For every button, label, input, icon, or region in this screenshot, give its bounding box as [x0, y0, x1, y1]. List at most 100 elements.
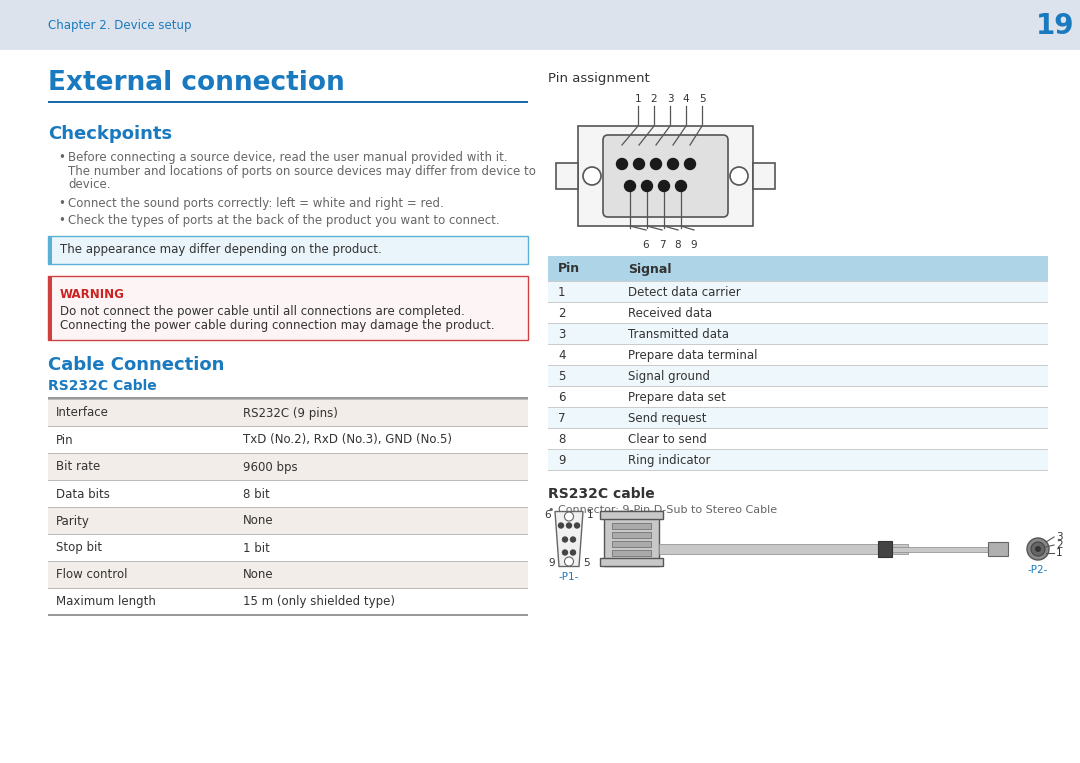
Bar [988, 542, 1008, 556]
Text: -P1-: -P1- [558, 572, 579, 582]
Bar [578, 126, 753, 226]
Bar [600, 511, 663, 519]
Bar [548, 256, 1048, 282]
Text: 9: 9 [549, 558, 555, 568]
Text: The number and locations of ports on source devices may differ from device to: The number and locations of ports on sou… [68, 165, 536, 178]
Bar [548, 429, 1048, 450]
Text: Pin assignment: Pin assignment [548, 72, 650, 85]
Bar [878, 541, 892, 557]
Text: 15 m (only shielded type): 15 m (only shielded type) [243, 595, 395, 609]
Text: Before connecting a source device, read the user manual provided with it.: Before connecting a source device, read … [68, 151, 508, 164]
Text: 2: 2 [558, 307, 566, 320]
Text: WARNING: WARNING [60, 288, 125, 301]
Text: device.: device. [68, 178, 110, 191]
Bar [548, 366, 1048, 387]
Bar [604, 511, 659, 566]
Bar [612, 550, 651, 556]
Circle shape [642, 181, 652, 192]
Text: RS232C Cable: RS232C Cable [48, 379, 157, 394]
Bar [48, 535, 528, 562]
Text: None: None [243, 514, 273, 527]
Polygon shape [555, 511, 583, 566]
Text: The appearance may differ depending on the product.: The appearance may differ depending on t… [60, 243, 381, 256]
Bar [48, 399, 528, 400]
Bar [48, 452, 528, 453]
Text: 1: 1 [635, 94, 642, 104]
Circle shape [650, 159, 661, 169]
Bar [48, 480, 528, 481]
Circle shape [1027, 538, 1049, 560]
Bar [548, 303, 1048, 324]
Text: Received data: Received data [627, 307, 712, 320]
Text: External connection: External connection [48, 70, 345, 96]
Text: Data bits: Data bits [56, 488, 110, 501]
Bar [892, 546, 988, 552]
Bar [548, 387, 1048, 408]
Text: 5: 5 [558, 370, 565, 383]
Bar [659, 544, 908, 554]
Text: 3: 3 [558, 328, 565, 341]
Bar [548, 282, 1048, 303]
Text: Stop bit: Stop bit [56, 542, 103, 555]
Bar [0, 0, 1080, 50]
Text: Flow control: Flow control [56, 568, 127, 581]
Text: •: • [58, 151, 65, 164]
Bar [48, 481, 528, 507]
Bar [612, 541, 651, 547]
Text: Pin: Pin [56, 433, 73, 446]
Circle shape [575, 523, 580, 528]
Bar [48, 507, 528, 535]
Text: Cable Connection: Cable Connection [48, 356, 225, 374]
Circle shape [685, 159, 696, 169]
Text: 19: 19 [1036, 12, 1075, 40]
Text: 8 bit: 8 bit [243, 488, 270, 501]
Bar [48, 533, 528, 535]
Bar [600, 558, 663, 566]
Text: 2: 2 [650, 94, 658, 104]
Bar [48, 275, 528, 340]
Text: Signal: Signal [627, 262, 672, 275]
Text: 8: 8 [558, 433, 565, 446]
Circle shape [567, 523, 571, 528]
Circle shape [563, 550, 567, 555]
Text: Ring indicator: Ring indicator [627, 454, 711, 467]
Text: Signal ground: Signal ground [627, 370, 710, 383]
Circle shape [675, 181, 687, 192]
Text: 3: 3 [666, 94, 673, 104]
Text: TxD (No.2), RxD (No.3), GND (No.5): TxD (No.2), RxD (No.3), GND (No.5) [243, 433, 453, 446]
Text: 4: 4 [558, 349, 566, 362]
Text: Do not connect the power cable until all connections are completed.: Do not connect the power cable until all… [60, 305, 464, 318]
Text: None: None [243, 568, 273, 581]
Bar [612, 523, 651, 529]
Bar [548, 408, 1048, 429]
Bar [48, 397, 528, 398]
Text: 7: 7 [558, 412, 566, 425]
Text: Maximum length: Maximum length [56, 595, 156, 609]
Circle shape [667, 159, 678, 169]
Text: 5: 5 [583, 558, 590, 568]
Text: 4: 4 [683, 94, 689, 104]
Text: Clear to send: Clear to send [627, 433, 707, 446]
Circle shape [659, 181, 670, 192]
Bar [48, 588, 528, 616]
Text: 9: 9 [691, 240, 698, 250]
Text: 2: 2 [1056, 540, 1063, 550]
Text: Transmitted data: Transmitted data [627, 328, 729, 341]
Text: 5: 5 [699, 94, 705, 104]
Text: 3: 3 [1056, 532, 1063, 542]
Text: Connecting the power cable during connection may damage the product.: Connecting the power cable during connec… [60, 320, 495, 333]
Circle shape [570, 550, 576, 555]
Text: Chapter 2. Device setup: Chapter 2. Device setup [48, 20, 191, 33]
Text: Interface: Interface [56, 407, 109, 420]
Text: RS232C (9 pins): RS232C (9 pins) [243, 407, 338, 420]
Text: 9600 bps: 9600 bps [243, 461, 298, 474]
Bar [48, 614, 528, 616]
Bar [556, 163, 578, 189]
Text: Pin: Pin [558, 262, 580, 275]
Text: 8: 8 [675, 240, 681, 250]
Text: •: • [58, 197, 65, 210]
Text: 7: 7 [659, 240, 665, 250]
Text: -P2-: -P2- [1028, 565, 1049, 575]
Circle shape [624, 181, 635, 192]
Text: 6: 6 [643, 240, 649, 250]
